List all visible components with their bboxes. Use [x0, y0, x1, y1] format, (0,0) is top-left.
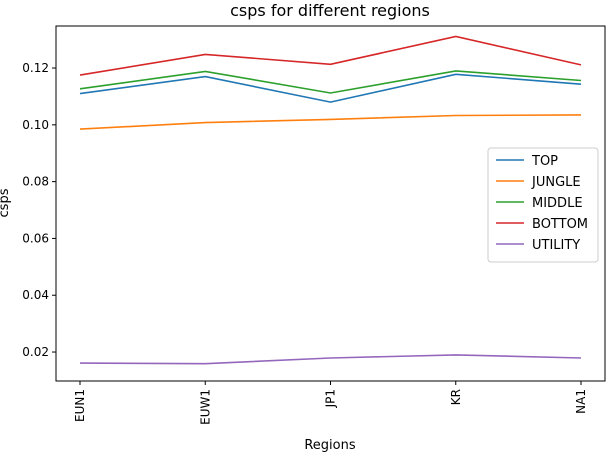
y-tick-label: 0.08: [22, 175, 49, 189]
x-tick-label: JP1: [324, 389, 338, 408]
y-tick-label: 0.12: [22, 61, 49, 75]
legend-label: MIDDLE: [532, 196, 583, 211]
x-tick-label: EUW1: [198, 389, 212, 425]
y-tick-label: 0.10: [22, 118, 49, 132]
legend-label: JUNGLE: [531, 175, 581, 190]
x-axis: EUN1 EUW1 JP1 KR NA1: [73, 381, 588, 425]
series-lines: [79, 35, 582, 365]
x-tick-label: NA1: [574, 389, 588, 414]
legend-label: BOTTOM: [532, 217, 588, 232]
legend-box: [487, 147, 599, 263]
legend-label: TOP: [531, 154, 558, 169]
series-line-top: [79, 73, 582, 103]
y-axis: 0.02 0.04 0.06 0.08 0.10 0.12: [22, 61, 56, 359]
series-line-bottom: [79, 35, 582, 76]
legend: TOP JUNGLE MIDDLE BOTTOM UTILITY: [487, 147, 599, 263]
chart-title: csps for different regions: [230, 1, 430, 20]
y-tick-label: 0.02: [22, 345, 49, 359]
x-axis-label: Regions: [304, 438, 356, 453]
legend-label: UTILITY: [532, 238, 580, 253]
series-line-utility: [79, 354, 582, 365]
y-tick-label: 0.06: [22, 231, 49, 245]
x-tick-label: KR: [449, 389, 463, 405]
y-tick-label: 0.04: [22, 288, 49, 302]
y-axis-label: csps: [0, 188, 12, 217]
x-tick-label: EUN1: [73, 389, 87, 422]
series-line-jungle: [79, 114, 582, 130]
series-line-middle: [79, 70, 582, 94]
